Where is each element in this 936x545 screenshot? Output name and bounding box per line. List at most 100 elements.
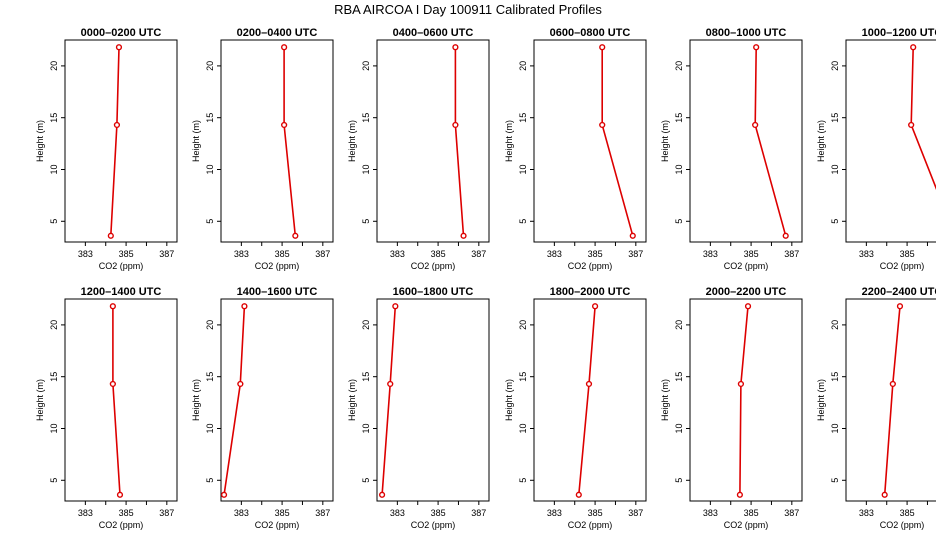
y-tick-label: 15	[830, 113, 840, 123]
y-tick-label: 10	[49, 164, 59, 174]
data-point	[585, 380, 593, 388]
x-tick-label: 385	[119, 508, 134, 518]
x-tick-label: 383	[78, 508, 93, 518]
y-axis-label: Height (m)	[660, 120, 670, 162]
x-tick-label: 387	[628, 508, 643, 518]
data-point	[908, 121, 915, 129]
y-tick-label: 15	[205, 113, 215, 123]
y-tick-label: 10	[518, 423, 528, 433]
y-axis-label: Height (m)	[35, 379, 45, 421]
panel-title: 0600–0800 UTC	[550, 27, 631, 39]
y-tick-label: 15	[518, 113, 528, 123]
x-axis-label: CO2 (ppm)	[255, 520, 300, 530]
data-point	[387, 380, 394, 388]
panel-title: 1000–1200 UTC	[862, 27, 936, 39]
data-point	[736, 491, 743, 498]
x-axis-label: CO2 (ppm)	[880, 520, 925, 530]
y-tick-label: 5	[674, 219, 684, 224]
plot-frame	[376, 39, 490, 243]
x-tick-label: 383	[390, 508, 405, 518]
data-point	[782, 232, 789, 239]
data-point	[113, 121, 121, 129]
x-tick-label: 385	[744, 508, 759, 518]
x-tick-label: 383	[703, 508, 718, 518]
y-tick-label: 10	[830, 423, 840, 433]
x-axis-label: CO2 (ppm)	[99, 520, 144, 530]
y-tick-label: 15	[674, 372, 684, 382]
x-tick-label: 383	[234, 508, 249, 518]
x-tick-label: 383	[390, 249, 405, 259]
profile-line	[283, 47, 297, 236]
x-tick-label: 387	[315, 249, 330, 259]
x-axis-label: CO2 (ppm)	[255, 261, 300, 271]
x-tick-label: 385	[900, 508, 915, 518]
y-axis-label: Height (m)	[347, 379, 357, 421]
x-tick-label: 385	[275, 249, 290, 259]
data-point	[452, 44, 459, 51]
y-tick-label: 5	[49, 478, 59, 483]
figure-title: RBA AIRCOA I Day 100911 Calibrated Profi…	[334, 2, 602, 17]
profile-line	[910, 47, 936, 191]
profile-line	[754, 47, 787, 237]
y-tick-label: 10	[674, 164, 684, 174]
y-tick-label: 15	[518, 372, 528, 382]
x-tick-label: 385	[588, 249, 603, 259]
data-point	[109, 380, 116, 388]
plot-frame	[689, 39, 803, 243]
y-tick-label: 5	[518, 219, 528, 224]
panel-title: 0000–0200 UTC	[81, 27, 162, 39]
y-tick-label: 20	[518, 61, 528, 71]
x-axis-label: CO2 (ppm)	[411, 520, 456, 530]
y-tick-label: 20	[830, 320, 840, 330]
panel-4: 0800–1000 UTC 383 385 387 5 10 15 20 CO2 (ppm) He…	[660, 27, 803, 271]
data-point	[753, 44, 760, 51]
x-tick-label: 387	[159, 249, 174, 259]
plot-frame	[845, 39, 936, 243]
y-tick-label: 15	[49, 113, 59, 123]
y-tick-label: 20	[205, 61, 215, 71]
y-tick-label: 5	[361, 219, 371, 224]
y-tick-label: 20	[49, 320, 59, 330]
x-tick-label: 387	[784, 508, 799, 518]
y-axis-label: Height (m)	[191, 120, 201, 162]
panel-title: 0800–1000 UTC	[706, 27, 787, 39]
data-point	[452, 121, 459, 129]
x-tick-label: 383	[547, 508, 562, 518]
y-tick-label: 20	[830, 61, 840, 71]
data-point	[460, 232, 467, 239]
y-axis-label: Height (m)	[347, 120, 357, 162]
profile-line	[223, 306, 246, 495]
data-point	[116, 491, 124, 498]
panel-title: 2000–2200 UTC	[706, 286, 787, 298]
x-tick-label: 385	[744, 249, 759, 259]
y-tick-label: 20	[361, 61, 371, 71]
x-tick-label: 385	[431, 249, 446, 259]
x-tick-label: 383	[859, 508, 874, 518]
plot-frame	[845, 298, 936, 502]
y-tick-label: 20	[674, 61, 684, 71]
x-tick-label: 383	[234, 249, 249, 259]
x-tick-label: 387	[628, 249, 643, 259]
x-tick-label: 385	[900, 249, 915, 259]
y-tick-label: 10	[205, 164, 215, 174]
y-tick-label: 20	[49, 61, 59, 71]
y-tick-label: 10	[674, 423, 684, 433]
profile-line	[454, 47, 465, 236]
plot-frame	[533, 298, 647, 502]
panel-title: 1800–2000 UTC	[550, 286, 631, 298]
plot-frame	[220, 39, 334, 243]
y-tick-label: 15	[205, 372, 215, 382]
y-tick-label: 5	[205, 219, 215, 224]
y-axis-label: Height (m)	[816, 379, 826, 421]
y-tick-label: 10	[205, 423, 215, 433]
y-tick-label: 10	[518, 164, 528, 174]
y-tick-label: 15	[674, 113, 684, 123]
y-axis-label: Height (m)	[660, 379, 670, 421]
panel-9: 1800–2000 UTC 383 385 387 5 10 15 20 CO2 (ppm) He…	[504, 286, 647, 530]
y-axis-label: Height (m)	[191, 379, 201, 421]
plot-frame	[689, 298, 803, 502]
x-axis-label: CO2 (ppm)	[411, 261, 456, 271]
x-tick-label: 383	[859, 249, 874, 259]
panel-7: 1400–1600 UTC 383 385 387 5 10 15 20 CO2 (ppm) He…	[191, 286, 334, 530]
